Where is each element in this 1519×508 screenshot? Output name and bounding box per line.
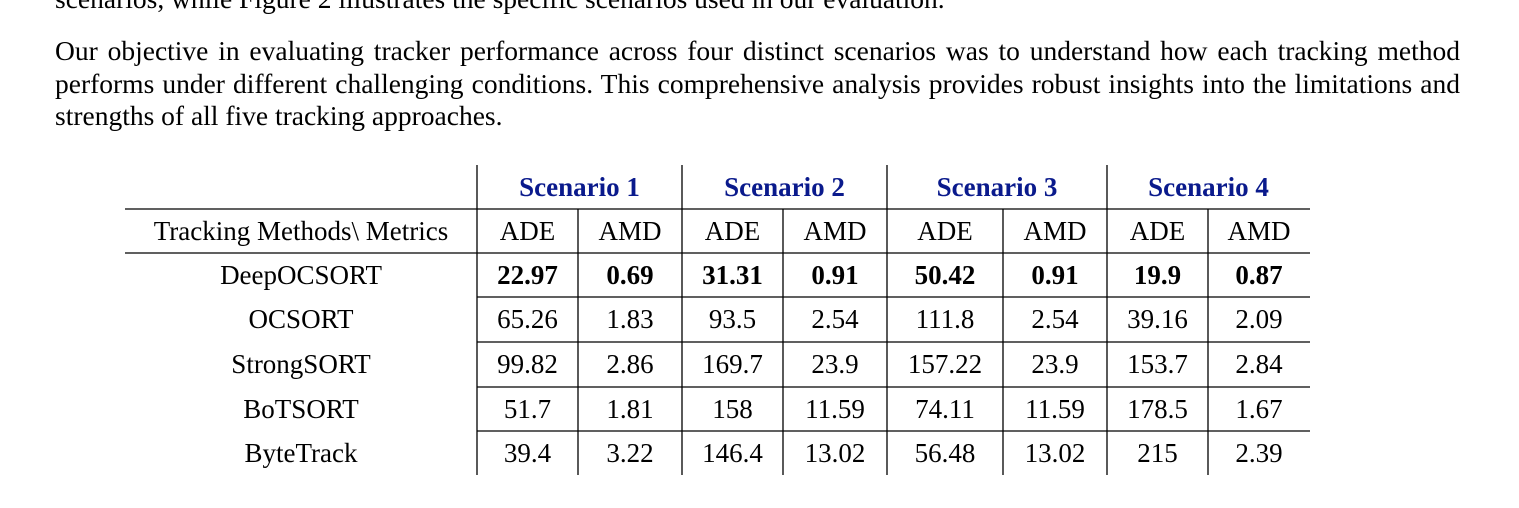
table-cell: AMD	[803, 215, 867, 246]
table-cell: 2.86	[606, 349, 654, 379]
table-cell: 31.31	[702, 259, 763, 290]
table-cell: 74.11	[915, 393, 975, 424]
table-cell: 169.7	[702, 349, 763, 379]
table-cell: 19.9	[1133, 259, 1182, 290]
table-cell: 39.16	[1127, 304, 1188, 334]
table-cell: 13.02	[804, 437, 866, 468]
text-line: scenarios, while Figure 2 illustrates th…	[55, 0, 1460, 16]
table-cell: 111.8	[915, 304, 975, 334]
table-cell: 65.26	[497, 304, 558, 334]
table-cell: 0.69	[606, 259, 654, 290]
table-cell: 1.83	[606, 304, 654, 334]
table-cell: 0.91	[811, 259, 859, 290]
table-cell: DeepOCSORT	[220, 259, 382, 290]
table-cell: 2.84	[1235, 349, 1283, 379]
table-cell: 0.91	[1031, 259, 1079, 290]
table-cell: ADE	[917, 215, 973, 246]
table-cell: 2.54	[811, 304, 859, 334]
table-cell: Scenario 2	[724, 171, 845, 202]
table-cell: 13.02	[1024, 437, 1086, 468]
table-cell: 39.4	[503, 437, 552, 468]
table-cell: 51.7	[503, 393, 552, 424]
table-cell: 11.59	[1025, 393, 1085, 424]
table-cell: 178.5	[1127, 393, 1188, 424]
table-cell: Scenario 3	[936, 171, 1058, 202]
table-cell: ADE	[499, 215, 556, 246]
table-cell: Scenario 4	[1148, 171, 1269, 202]
table-cell: 215	[1137, 437, 1178, 468]
table-cell: StrongSORT	[231, 349, 371, 379]
table-cell: 50.42	[914, 259, 976, 290]
table-cell: 93.5	[708, 304, 757, 334]
paragraph: Our objective in evaluating tracker perf…	[55, 35, 1460, 131]
table-cell: 99.82	[497, 349, 558, 379]
table-cell: 23.9	[811, 349, 859, 379]
table-cell: AMD	[1227, 215, 1291, 246]
table-cell: 3.22	[606, 437, 654, 468]
table-cell: Scenario 1	[519, 171, 640, 202]
table-cell: ADE	[704, 215, 761, 246]
table-cell: 2.54	[1031, 304, 1079, 334]
table-cell: 0.87	[1235, 259, 1283, 290]
table-cell: 11.59	[805, 393, 865, 424]
table-cell: 1.81	[606, 393, 654, 424]
table-cell: 1.67	[1235, 393, 1283, 424]
table-cell: 2.39	[1235, 437, 1283, 468]
table-cell: Tracking Methods\ Metrics	[153, 215, 449, 246]
table-cell: 146.4	[702, 437, 763, 468]
table-cell: 56.48	[914, 437, 976, 468]
table-cell: 2.09	[1235, 304, 1283, 334]
table-cell: 22.97	[497, 259, 558, 290]
table-cell: ADE	[1129, 215, 1186, 246]
table-cell: BoTSORT	[243, 393, 359, 424]
table-cell: ByteTrack	[244, 437, 358, 468]
table-cell: 157.22	[907, 349, 983, 379]
table-cell: 23.9	[1031, 349, 1079, 379]
table-cell: AMD	[1023, 215, 1087, 246]
table-cell: 153.7	[1127, 349, 1188, 379]
table-cell: 158	[712, 393, 753, 424]
table-cell: OCSORT	[248, 304, 354, 334]
table-cell: AMD	[598, 215, 662, 246]
